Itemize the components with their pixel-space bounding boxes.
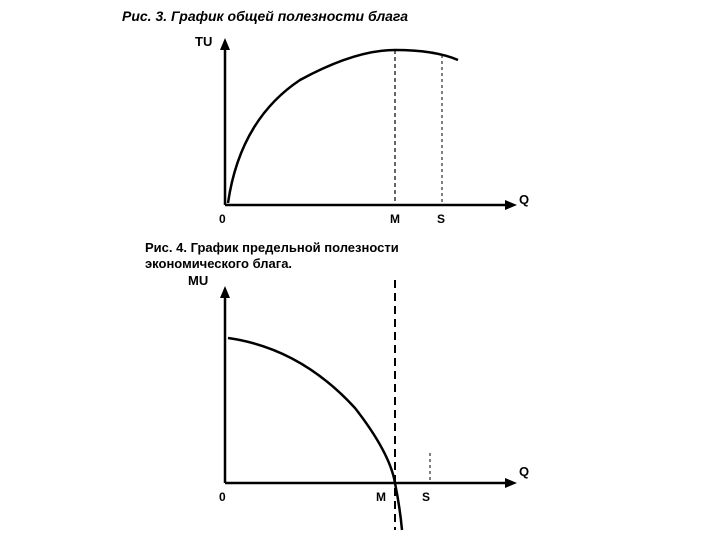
chart-tu (180, 30, 540, 220)
chart2-y-label: MU (188, 273, 208, 288)
chart1-tick-m: M (390, 212, 400, 226)
chart1-tick-s: S (437, 212, 445, 226)
chart2-tick-m: M (376, 490, 386, 504)
chart1-origin: 0 (219, 212, 226, 226)
figure-4-title-line2: экономического блага. (145, 256, 292, 271)
figure-4-title-line1: Рис. 4. График предельной полезности (145, 240, 399, 255)
chart-mu (180, 278, 540, 538)
chart2-tick-s: S (422, 490, 430, 504)
figure-3-title: Рис. 3. График общей полезности блага (122, 8, 408, 24)
chart2-origin: 0 (219, 490, 226, 504)
chart2-q-label: Q (519, 464, 529, 479)
chart1-q-label: Q (519, 192, 529, 207)
chart1-y-label: TU (195, 34, 212, 49)
